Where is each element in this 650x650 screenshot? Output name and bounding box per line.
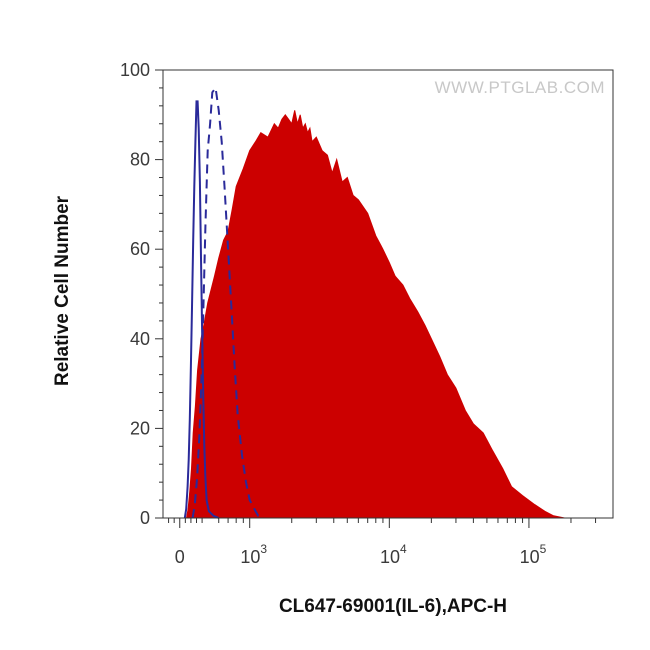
x-tick-exponent: 3 (260, 542, 267, 556)
series-layer (183, 85, 565, 519)
series-dashed-histogram (191, 85, 264, 519)
x-tick-label: 104 (380, 542, 407, 567)
x-tick-label: 105 (520, 542, 547, 567)
y-tick-label: 80 (130, 150, 150, 170)
y-axis-title: Relative Cell Number (52, 195, 73, 386)
x-axis-title: CL647-69001(IL-6),APC-H (279, 596, 507, 617)
x-tick-base: 10 (380, 547, 400, 567)
watermark: WWW.PTGLAB.COM (435, 78, 605, 97)
y-tick-label: 0 (140, 508, 150, 528)
x-tick-label: 103 (240, 542, 267, 567)
y-tick-label: 100 (120, 60, 150, 80)
x-tick-label: 0 (175, 547, 185, 567)
x-tick-base: 10 (520, 547, 540, 567)
x-tick-base: 0 (175, 547, 185, 567)
series-filled-histogram (185, 110, 565, 519)
y-tick-label: 40 (130, 329, 150, 349)
series-solid-histogram (183, 100, 220, 519)
y-tick-label: 20 (130, 418, 150, 438)
x-tick-exponent: 4 (400, 542, 407, 556)
y-tick-label: 60 (130, 239, 150, 259)
x-tick-exponent: 5 (540, 542, 547, 556)
plot-frame (162, 69, 614, 519)
x-tick-base: 10 (240, 547, 260, 567)
